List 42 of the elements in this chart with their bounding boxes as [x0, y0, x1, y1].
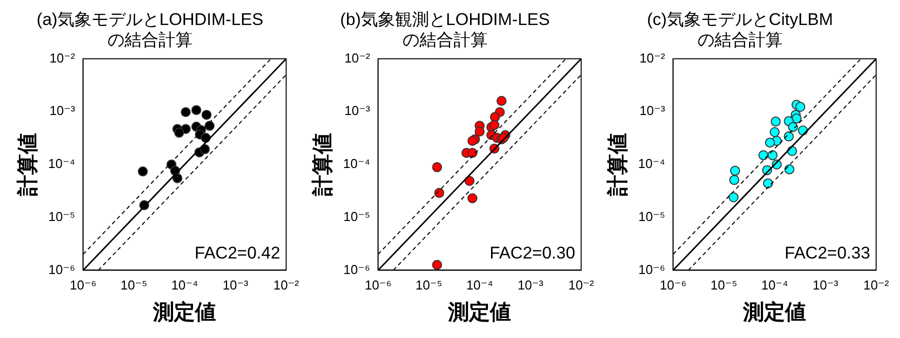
- x-tick-label: 10⁻³: [812, 278, 839, 293]
- chart-title: (c)気象モデルとCityLBM の結合計算: [646, 10, 834, 50]
- x-tick-label: 10⁻⁴: [171, 278, 198, 293]
- chart-title: (a)気象モデルとLOHDIM-LES の結合計算: [36, 10, 264, 50]
- x-tick-label: 10⁻⁶: [660, 278, 686, 293]
- chart-title: (b)気象観測とLOHDIM-LES の結合計算: [340, 10, 550, 50]
- x-axis-title: 測定値: [152, 300, 216, 324]
- y-tick-label: 10⁻⁶: [638, 262, 666, 277]
- x-tick-label: 10⁻²: [568, 278, 595, 293]
- y-tick-label: 10⁻³: [639, 103, 666, 118]
- x-tick-label: 10⁻³: [222, 278, 249, 293]
- x-axis-title: 測定値: [742, 300, 806, 324]
- y-tick-label: 10⁻²: [49, 50, 76, 66]
- y-tick-label: 10⁻⁴: [638, 156, 666, 172]
- x-tick-label: 10⁻⁴: [466, 278, 494, 293]
- x-tick-label: 10⁻²: [273, 278, 300, 293]
- y-axis-title: 計算値: [16, 133, 40, 197]
- y-tick-label: 10⁻⁴: [343, 156, 370, 172]
- y-axis-title: 計算値: [311, 133, 334, 197]
- y-tick-label: 10⁻³: [344, 103, 371, 118]
- x-tick-label: 10⁻³: [518, 278, 544, 293]
- annotation: FAC2=0.42: [194, 243, 280, 262]
- y-tick-label: 10⁻²: [639, 50, 666, 66]
- y-tick-label: 10⁻³: [49, 103, 76, 118]
- annotation: FAC2=0.33: [784, 243, 870, 262]
- y-tick-label: 10⁻⁶: [48, 262, 76, 277]
- x-tick-label: 10⁻⁴: [761, 278, 788, 293]
- annotation: FAC2=0.30: [490, 243, 576, 262]
- y-tick-label: 10⁻⁵: [343, 208, 370, 224]
- x-tick-label: 10⁻⁶: [70, 278, 96, 293]
- x-tick-label: 10⁻⁵: [120, 278, 148, 293]
- x-axis-title: 測定値: [447, 300, 512, 324]
- y-tick-label: 10⁻⁵: [48, 208, 76, 224]
- y-tick-label: 10⁻²: [344, 50, 371, 66]
- x-tick-label: 10⁻⁵: [416, 278, 442, 293]
- y-tick-label: 10⁻⁴: [48, 156, 76, 172]
- x-tick-label: 10⁻⁵: [710, 278, 738, 293]
- x-tick-label: 10⁻²: [863, 278, 890, 293]
- y-tick-label: 10⁻⁶: [343, 262, 370, 277]
- x-tick-label: 10⁻⁶: [364, 278, 392, 293]
- y-axis-title: 計算値: [606, 133, 630, 197]
- y-tick-label: 10⁻⁵: [638, 208, 666, 224]
